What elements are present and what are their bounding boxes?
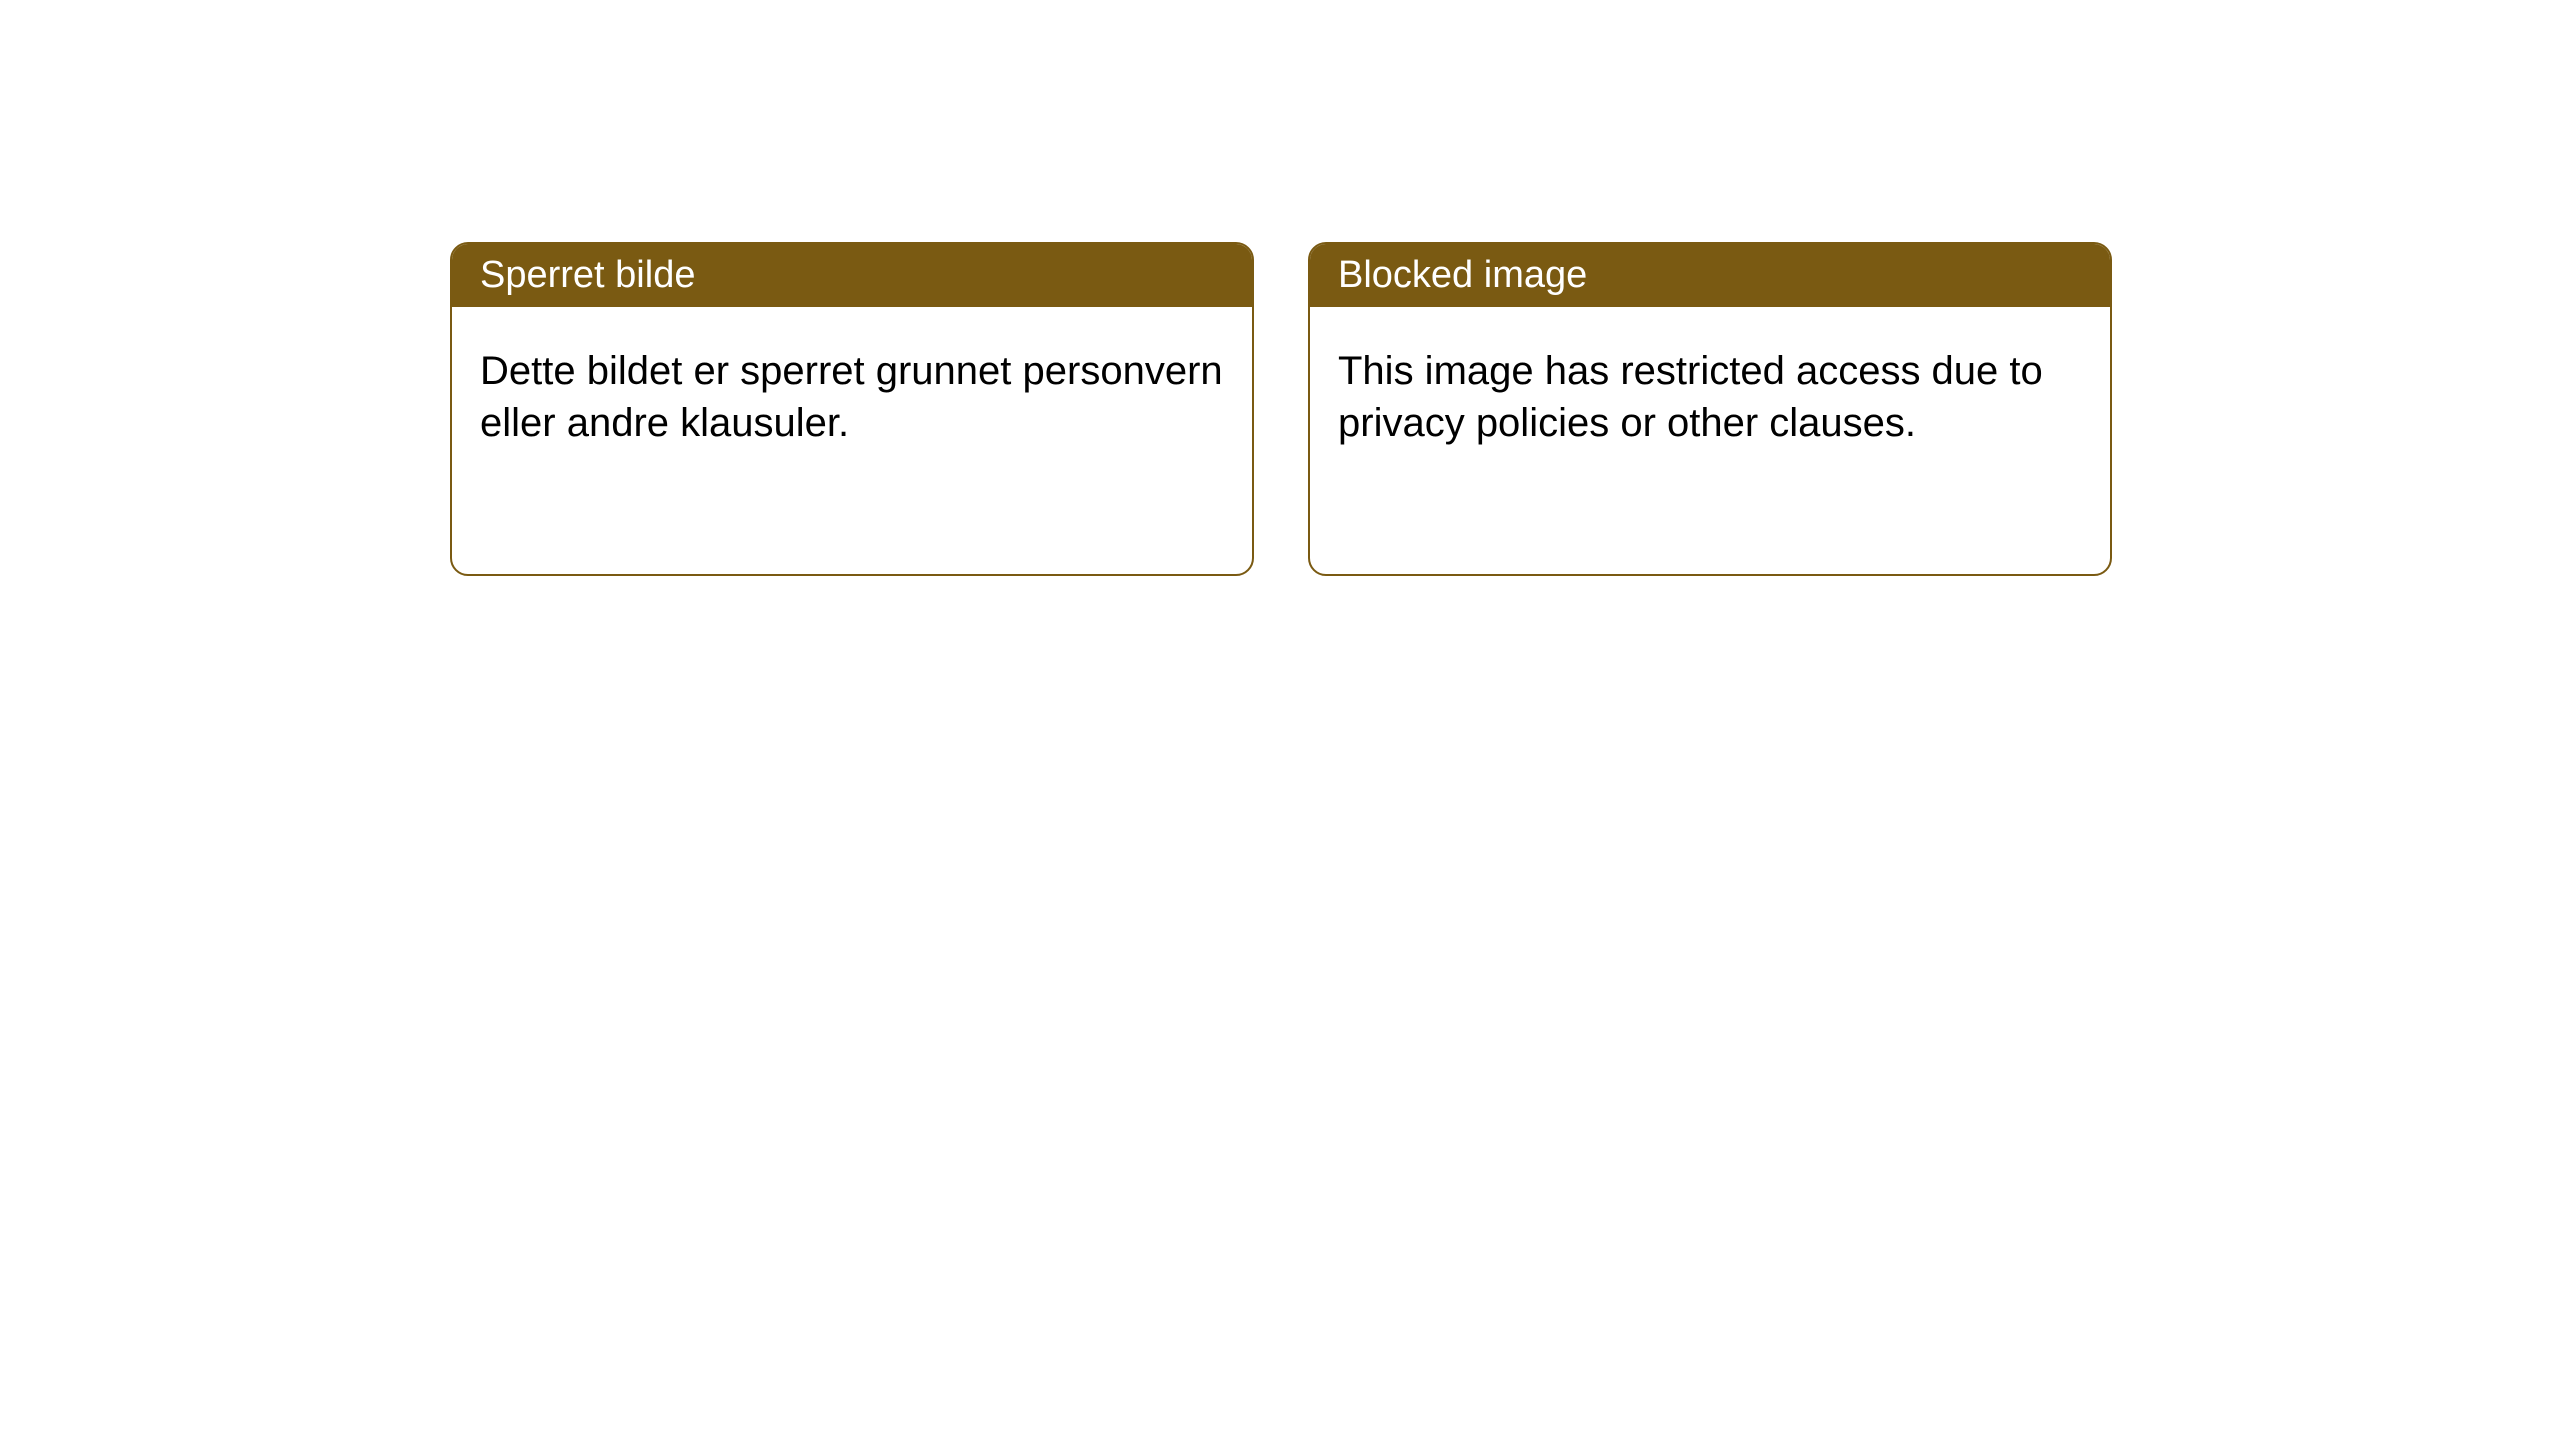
notice-text-english: This image has restricted access due to …	[1338, 349, 2043, 445]
notice-title-norwegian: Sperret bilde	[480, 254, 695, 296]
notice-header-norwegian: Sperret bilde	[452, 244, 1252, 307]
notice-title-english: Blocked image	[1338, 254, 1587, 296]
notice-text-norwegian: Dette bildet er sperret grunnet personve…	[480, 349, 1223, 445]
notice-card-english: Blocked image This image has restricted …	[1308, 242, 2112, 576]
notice-body-norwegian: Dette bildet er sperret grunnet personve…	[452, 307, 1252, 487]
notice-header-english: Blocked image	[1310, 244, 2110, 307]
notice-body-english: This image has restricted access due to …	[1310, 307, 2110, 487]
notice-container: Sperret bilde Dette bildet er sperret gr…	[0, 0, 2560, 576]
notice-card-norwegian: Sperret bilde Dette bildet er sperret gr…	[450, 242, 1254, 576]
